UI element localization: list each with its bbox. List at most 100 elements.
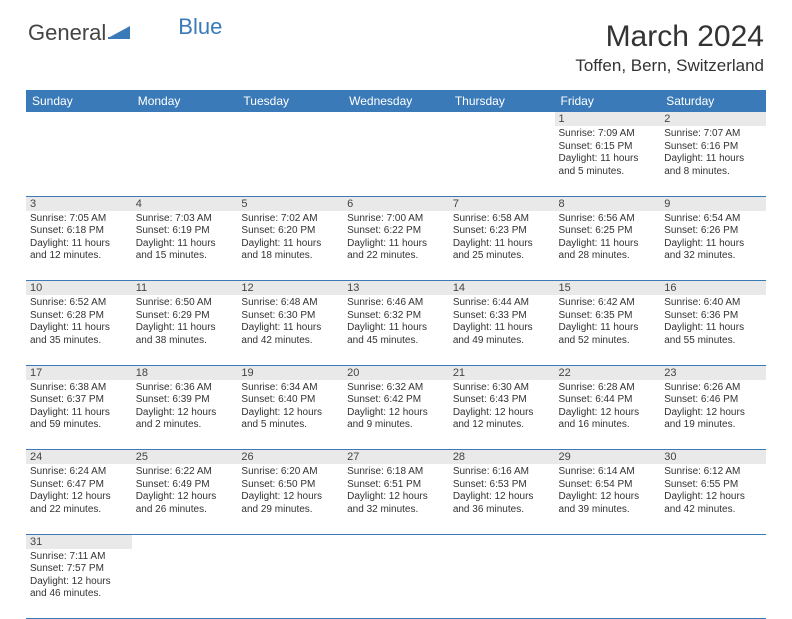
day-cell: Sunrise: 6:14 AMSunset: 6:54 PMDaylight:… — [555, 464, 661, 534]
day-cell: Sunrise: 6:48 AMSunset: 6:30 PMDaylight:… — [237, 295, 343, 365]
header: General Blue March 2024 Toffen, Bern, Sw… — [0, 0, 792, 82]
sunrise-line: Sunrise: 6:34 AM — [241, 382, 339, 395]
day-cell: Sunrise: 7:05 AMSunset: 6:18 PMDaylight:… — [26, 211, 132, 281]
sunset-line: Sunset: 6:40 PM — [241, 394, 339, 407]
week-row: Sunrise: 6:52 AMSunset: 6:28 PMDaylight:… — [26, 295, 766, 365]
daylight-line: Daylight: 12 hours and 16 minutes. — [559, 407, 657, 432]
sunset-line: Sunset: 6:32 PM — [347, 310, 445, 323]
day-number: 16 — [660, 281, 766, 296]
sunset-line: Sunset: 6:47 PM — [30, 479, 128, 492]
daylight-line: Daylight: 11 hours and 59 minutes. — [30, 407, 128, 432]
day-cell: Sunrise: 6:16 AMSunset: 6:53 PMDaylight:… — [449, 464, 555, 534]
day-cell: Sunrise: 6:38 AMSunset: 6:37 PMDaylight:… — [26, 380, 132, 450]
day-cell: Sunrise: 6:40 AMSunset: 6:36 PMDaylight:… — [660, 295, 766, 365]
sunset-line: Sunset: 6:49 PM — [136, 479, 234, 492]
sunset-line: Sunset: 6:39 PM — [136, 394, 234, 407]
day-number — [132, 534, 238, 549]
sunrise-line: Sunrise: 7:00 AM — [347, 213, 445, 226]
sunset-line: Sunset: 6:16 PM — [664, 141, 762, 154]
day-number: 17 — [26, 365, 132, 380]
day-number: 2 — [660, 112, 766, 126]
day-number: 7 — [449, 196, 555, 211]
day-cell: Sunrise: 6:50 AMSunset: 6:29 PMDaylight:… — [132, 295, 238, 365]
day-number: 27 — [343, 450, 449, 465]
sunrise-line: Sunrise: 6:42 AM — [559, 297, 657, 310]
day-number — [237, 534, 343, 549]
sunset-line: Sunset: 6:36 PM — [664, 310, 762, 323]
sunset-line: Sunset: 6:15 PM — [559, 141, 657, 154]
daylight-line: Daylight: 12 hours and 42 minutes. — [664, 491, 762, 516]
daylight-line: Daylight: 12 hours and 5 minutes. — [241, 407, 339, 432]
title-block: March 2024 Toffen, Bern, Switzerland — [575, 20, 764, 76]
day-cell: Sunrise: 6:26 AMSunset: 6:46 PMDaylight:… — [660, 380, 766, 450]
sunset-line: Sunset: 6:43 PM — [453, 394, 551, 407]
daylight-line: Daylight: 11 hours and 32 minutes. — [664, 238, 762, 263]
day-number: 15 — [555, 281, 661, 296]
month-title: March 2024 — [575, 20, 764, 54]
sunset-line: Sunset: 6:30 PM — [241, 310, 339, 323]
daylight-line: Daylight: 12 hours and 36 minutes. — [453, 491, 551, 516]
sunrise-line: Sunrise: 6:32 AM — [347, 382, 445, 395]
day-number: 14 — [449, 281, 555, 296]
day-cell — [237, 126, 343, 196]
sunset-line: Sunset: 6:54 PM — [559, 479, 657, 492]
day-number: 24 — [26, 450, 132, 465]
day-cell — [660, 549, 766, 619]
sunrise-line: Sunrise: 6:30 AM — [453, 382, 551, 395]
sunrise-line: Sunrise: 6:18 AM — [347, 466, 445, 479]
sunset-line: Sunset: 6:20 PM — [241, 225, 339, 238]
calendar-body: 12 Sunrise: 7:09 AMSunset: 6:15 PM Dayligh… — [26, 112, 766, 619]
day-number — [660, 534, 766, 549]
daylight-line: Daylight: 11 hours and 49 minutes. — [453, 322, 551, 347]
daylight-line: Daylight: 11 hours and 8 minutes. — [664, 153, 762, 178]
day-cell — [449, 549, 555, 619]
daylight-line: Daylight: 11 hours and 52 minutes. — [559, 322, 657, 347]
day-number: 18 — [132, 365, 238, 380]
sunrise-line: Sunrise: 6:38 AM — [30, 382, 128, 395]
day-number — [449, 534, 555, 549]
day-number: 3 — [26, 196, 132, 211]
daylight-line: Daylight: 12 hours and 39 minutes. — [559, 491, 657, 516]
day-cell: Sunrise: 6:24 AMSunset: 6:47 PMDaylight:… — [26, 464, 132, 534]
day-number — [237, 112, 343, 126]
daynum-row: 24252627282930 — [26, 450, 766, 465]
daylight-line: Daylight: 12 hours and 22 minutes. — [30, 491, 128, 516]
logo: General Blue — [28, 20, 222, 46]
day-number: 21 — [449, 365, 555, 380]
day-number: 20 — [343, 365, 449, 380]
day-number: 22 — [555, 365, 661, 380]
day-cell — [237, 549, 343, 619]
sunset-line: Sunset: 6:28 PM — [30, 310, 128, 323]
week-row: Sunrise: 7:05 AMSunset: 6:18 PMDaylight:… — [26, 211, 766, 281]
daynum-row: 17181920212223 — [26, 365, 766, 380]
day-number — [449, 112, 555, 126]
weekday-header-row: Sunday Monday Tuesday Wednesday Thursday… — [26, 90, 766, 112]
day-cell: Sunrise: 6:34 AMSunset: 6:40 PMDaylight:… — [237, 380, 343, 450]
daylight-line: Daylight: 12 hours and 46 minutes. — [30, 576, 128, 601]
day-number: 9 — [660, 196, 766, 211]
day-cell: Sunrise: 6:18 AMSunset: 6:51 PMDaylight:… — [343, 464, 449, 534]
sunrise-line: Sunrise: 7:09 AM — [559, 128, 657, 141]
day-number: 12 — [237, 281, 343, 296]
logo-text-blue: Blue — [178, 14, 222, 40]
weekday-tuesday: Tuesday — [237, 90, 343, 112]
day-number: 4 — [132, 196, 238, 211]
day-cell: Sunrise: 6:56 AMSunset: 6:25 PMDaylight:… — [555, 211, 661, 281]
sunset-line: Sunset: 6:26 PM — [664, 225, 762, 238]
day-number — [555, 534, 661, 549]
weekday-monday: Monday — [132, 90, 238, 112]
day-cell: Sunrise: 6:42 AMSunset: 6:35 PMDaylight:… — [555, 295, 661, 365]
weekday-friday: Friday — [555, 90, 661, 112]
sunset-line: Sunset: 6:29 PM — [136, 310, 234, 323]
week-row: Sunrise: 6:38 AMSunset: 6:37 PMDaylight:… — [26, 380, 766, 450]
day-cell: Sunrise: 7:00 AMSunset: 6:22 PMDaylight:… — [343, 211, 449, 281]
day-number: 11 — [132, 281, 238, 296]
sunset-line: Sunset: 6:22 PM — [347, 225, 445, 238]
day-number: 31 — [26, 534, 132, 549]
sunset-line: Sunset: 6:46 PM — [664, 394, 762, 407]
sunrise-line: Sunrise: 7:03 AM — [136, 213, 234, 226]
day-number: 28 — [449, 450, 555, 465]
sunset-line: Sunset: 6:55 PM — [664, 479, 762, 492]
day-number: 5 — [237, 196, 343, 211]
day-cell: Sunrise: 6:46 AMSunset: 6:32 PMDaylight:… — [343, 295, 449, 365]
